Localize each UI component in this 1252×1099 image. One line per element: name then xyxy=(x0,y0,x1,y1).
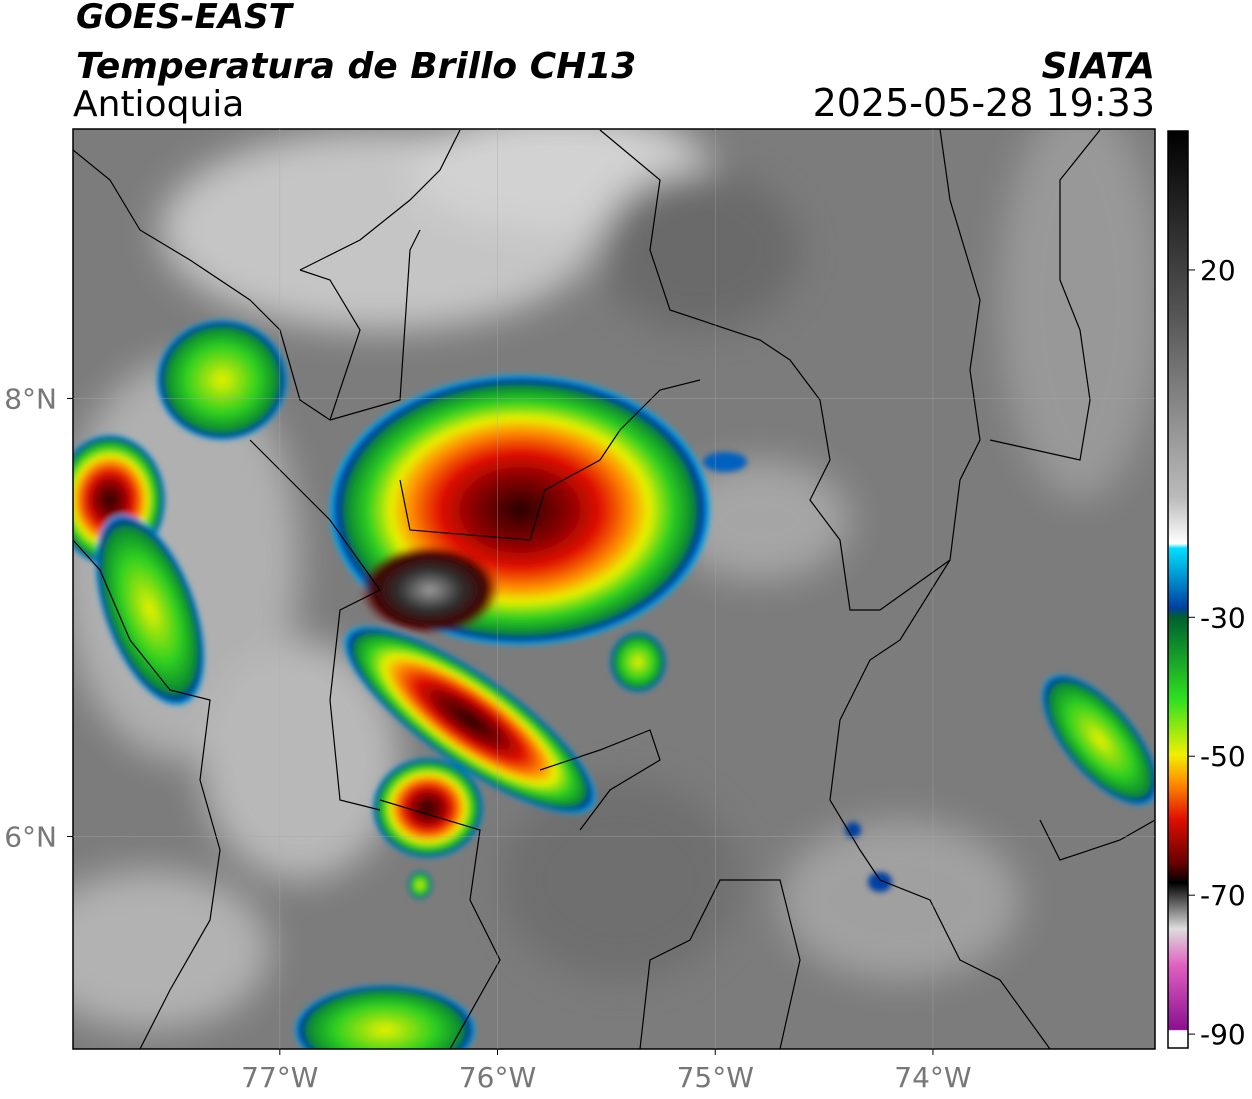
y-tick-label: 8°N xyxy=(4,382,57,415)
colorbar-tick-label: -90 xyxy=(1200,1018,1246,1051)
map-frame xyxy=(72,128,1156,1050)
product: Temperatura de Brillo CH13 xyxy=(76,46,636,87)
colorbar-tick-label: -70 xyxy=(1200,879,1246,912)
map-image xyxy=(73,129,1155,1049)
source: SIATA xyxy=(1042,46,1155,87)
colorbar xyxy=(1167,130,1189,1049)
x-tick-label: 76°W xyxy=(459,1061,536,1094)
y-tick-label: 6°N xyxy=(4,821,57,854)
satellite: GOES-EAST xyxy=(76,0,295,37)
x-tick-label: 77°W xyxy=(241,1061,318,1094)
x-tick-label: 74°W xyxy=(894,1061,971,1094)
datetime: 2025-05-28 19:33 xyxy=(813,81,1155,125)
colorbar-tick-label: -50 xyxy=(1200,740,1246,773)
region: Antioquia xyxy=(73,84,244,125)
colorbar-tick-label: -30 xyxy=(1200,601,1246,634)
x-tick-label: 75°W xyxy=(677,1061,754,1094)
colorbar-tick-label: 20 xyxy=(1200,254,1236,287)
